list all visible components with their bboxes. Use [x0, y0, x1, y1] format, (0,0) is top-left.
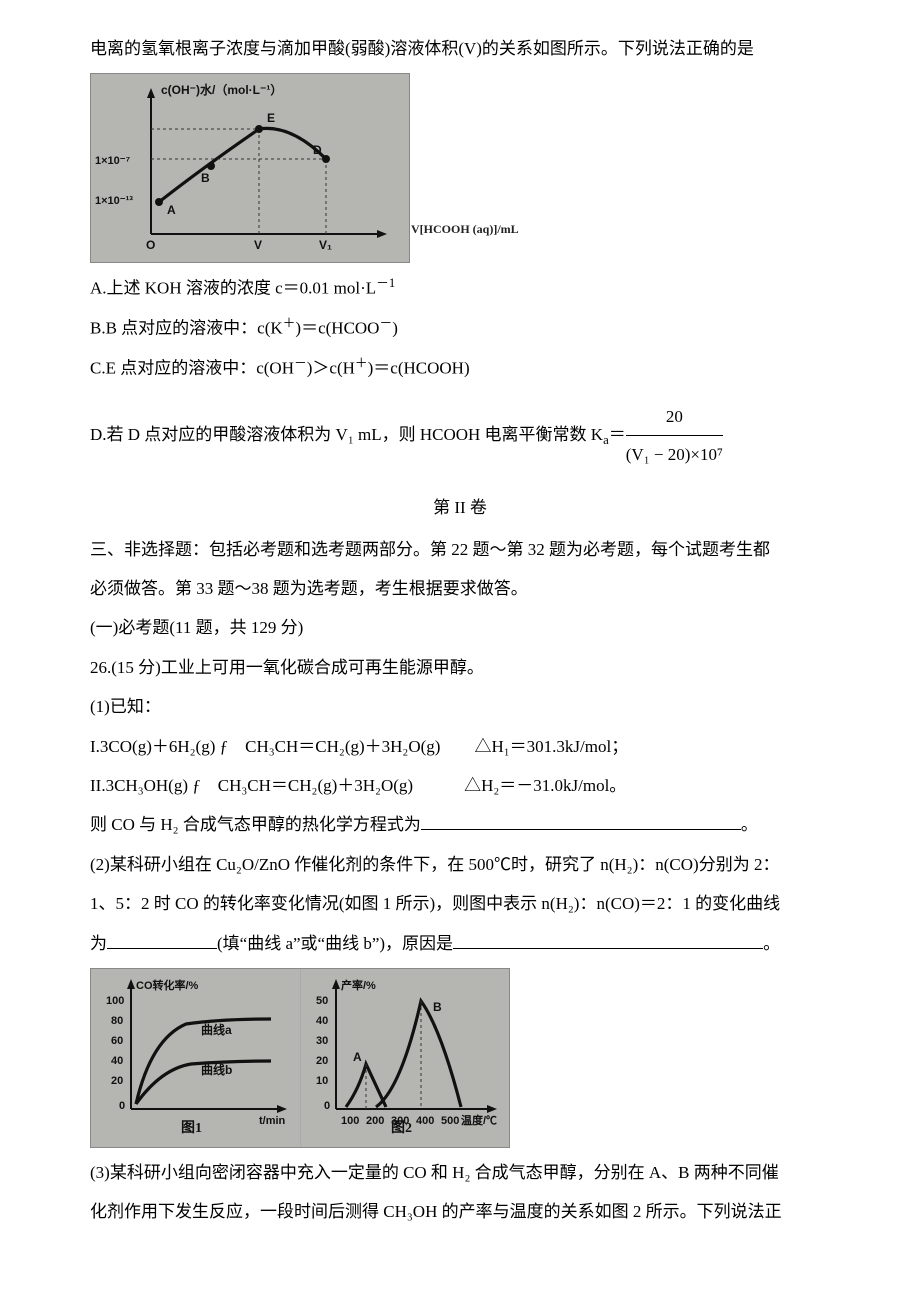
q26-2-l3a: 为: [90, 934, 107, 953]
chart1-ytick-1: 1×10⁻¹³: [95, 195, 133, 207]
section2-sub: (一)必考题(11 题，共 129 分): [90, 609, 830, 646]
q26-2-l3: 为 (填“曲线 a”或“曲线 b”)，原因是 。: [90, 925, 830, 962]
option-A: A.上述 KOH 溶液的浓度 c＝0.01 mol·L－1: [90, 269, 830, 307]
q26-2-blank1[interactable]: [107, 933, 217, 948]
c2r-y5: 0: [324, 1100, 330, 1112]
c2l-y2: 60: [111, 1035, 123, 1047]
option-C-3: )＞c(H: [307, 359, 355, 378]
q26-1-ask: 则 CO 与 H₂ 合成气态甲醇的热化学方程式为 。: [90, 806, 830, 843]
option-B-3: )＝c(HCOO: [295, 319, 379, 338]
option-C-5: )＝c(HCOOH): [368, 359, 470, 378]
chart1-xtick-O: O: [146, 238, 155, 252]
c2r-y3: 20: [316, 1055, 328, 1067]
c2r-caption: 图2: [391, 1114, 412, 1145]
c2l-caption: 图1: [181, 1114, 202, 1145]
option-C-4: ＋: [355, 356, 368, 370]
chart1-ylabel: c(OH⁻)水/（mol·L⁻¹）: [161, 82, 282, 97]
chart1-pt-B: B: [201, 171, 210, 185]
c2l-y5: 0: [119, 1100, 125, 1112]
c2r-ylabel: 产率/%: [341, 978, 376, 992]
option-C-1: C.E 点对应的溶液中：c(OH: [90, 359, 294, 378]
q26-2-blank2[interactable]: [453, 933, 763, 948]
chart2-left: CO转化率/% 100 80 60 40 20 0 曲线a 曲线b t/min …: [91, 969, 301, 1147]
c2r-y2: 30: [316, 1035, 328, 1047]
option-D-den: (V₁ − 20)×10⁷: [626, 435, 723, 473]
chart1-pt-D: D: [313, 143, 322, 157]
q26-1-blank[interactable]: [421, 815, 741, 830]
q26-2-l1: (2)某科研小组在 Cu₂O/ZnO 作催化剂的条件下，在 500℃时，研究了 …: [90, 846, 830, 883]
chart1-xlabel: V[HCOOH (aq)]/mL: [411, 216, 531, 242]
option-C-2: －: [294, 356, 307, 370]
option-B: B.B 点对应的溶液中：c(K＋)＝c(HCOO－): [90, 309, 830, 347]
option-D: D.若 D 点对应的甲酸溶液体积为 V₁ mL，则 HCOOH 电离平衡常数 K…: [90, 398, 830, 474]
c2l-series-a: 曲线a: [201, 1022, 232, 1037]
c2r-y4: 10: [316, 1075, 328, 1087]
chart1-pt-A: A: [167, 203, 176, 217]
q26-2-l2: 1、5：2 时 CO 的转化率变化情况(如图 1 所示)，则图中表示 n(H₂)…: [90, 885, 830, 922]
section2-intro-2: 必须做答。第 33 题～38 题为选考题，考生根据要求做答。: [90, 570, 830, 607]
c2r-y1: 40: [316, 1015, 328, 1027]
option-C: C.E 点对应的溶液中：c(OH－)＞c(H＋)＝c(HCOOH): [90, 349, 830, 387]
c2r-x0: 100: [341, 1115, 359, 1127]
option-B-5: ): [392, 319, 398, 338]
chart1-xtick-V1: V₁: [319, 238, 332, 252]
option-B-1: B.B 点对应的溶液中：c(K: [90, 319, 283, 338]
q26-open: 26.(15 分)工业上可用一氧化碳合成可再生能源甲醇。: [90, 649, 830, 686]
chart1-svg: c(OH⁻)水/（mol·L⁻¹） 1×10⁻⁷ 1×10⁻¹³ O V V₁ …: [91, 74, 411, 264]
option-D-fraction: 20(V₁ − 20)×10⁷: [626, 398, 723, 474]
chart2-right: 产率/% 50 40 30 20 10 0 100 200 300 400 50…: [301, 969, 511, 1147]
c2l-ylabel: CO转化率/%: [136, 978, 199, 992]
c2r-series-A: A: [353, 1050, 362, 1064]
option-A-text: A.上述 KOH 溶液的浓度 c＝0.01 mol·L: [90, 279, 376, 298]
q26-3-l2: 化剂作用下发生反应，一段时间后测得 CH₃OH 的产率与温度的关系如图 2 所示…: [90, 1193, 830, 1230]
q26-I: I.3CO(g)＋6H₂(g) ƒ CH₃CH＝CH₂(g)＋3H₂O(g) △…: [90, 728, 830, 765]
chart1-pt-E: E: [267, 111, 275, 125]
c2r-y0: 50: [316, 995, 328, 1007]
c2l-series-b: 曲线b: [201, 1062, 232, 1077]
option-B-4: －: [379, 316, 392, 330]
section2-intro-1: 三、非选择题：包括必考题和选考题两部分。第 22 题～第 32 题为必考题，每个…: [90, 531, 830, 568]
q26-II: II.3CH₃OH(g) ƒ CH₃CH＝CH₂(g)＋3H₂O(g) △H₂＝…: [90, 767, 830, 804]
c2l-y0: 100: [106, 995, 124, 1007]
chart2-figure: CO转化率/% 100 80 60 40 20 0 曲线a 曲线b t/min …: [90, 968, 510, 1148]
q26-2-end: 。: [763, 934, 780, 953]
chart1-figure: c(OH⁻)水/（mol·L⁻¹） 1×10⁻⁷ 1×10⁻¹³ O V V₁ …: [90, 73, 410, 263]
chart1-xtick-V: V: [254, 238, 262, 252]
q26-1-head: (1)已知：: [90, 688, 830, 725]
option-D-pre: D.若 D 点对应的甲酸溶液体积为 V₁ mL，则 HCOOH 电离平衡常数 K: [90, 424, 603, 443]
c2l-y3: 40: [111, 1055, 123, 1067]
c2l-xlabel: t/min: [259, 1115, 286, 1127]
option-A-sup: －1: [376, 276, 395, 290]
intro-text: 电离的氢氧根离子浓度与滴加甲酸(弱酸)溶液体积(V)的关系如图所示。下列说法正确…: [90, 30, 830, 67]
q26-3-l1: (3)某科研小组向密闭容器中充入一定量的 CO 和 H₂ 合成气态甲醇，分别在 …: [90, 1154, 830, 1191]
option-B-2: ＋: [283, 316, 296, 330]
chart1-ytick-0: 1×10⁻⁷: [95, 155, 131, 167]
option-D-eq: ＝: [609, 424, 626, 443]
c2r-x4: 500: [441, 1115, 459, 1127]
q26-2-l3b: (填“曲线 a”或“曲线 b”)，原因是: [217, 934, 453, 953]
q26-1-end: 。: [741, 815, 758, 834]
c2r-xlabel: 温度/℃: [461, 1113, 497, 1127]
c2r-x1: 200: [366, 1115, 384, 1127]
c2l-y4: 20: [111, 1075, 123, 1087]
q26-1-ask-text: 则 CO 与 H₂ 合成气态甲醇的热化学方程式为: [90, 815, 421, 834]
section2-title: 第 II 卷: [90, 489, 830, 526]
option-D-num: 20: [626, 398, 723, 435]
c2r-series-B: B: [433, 1000, 442, 1014]
c2r-x3: 400: [416, 1115, 434, 1127]
c2l-y1: 80: [111, 1015, 123, 1027]
